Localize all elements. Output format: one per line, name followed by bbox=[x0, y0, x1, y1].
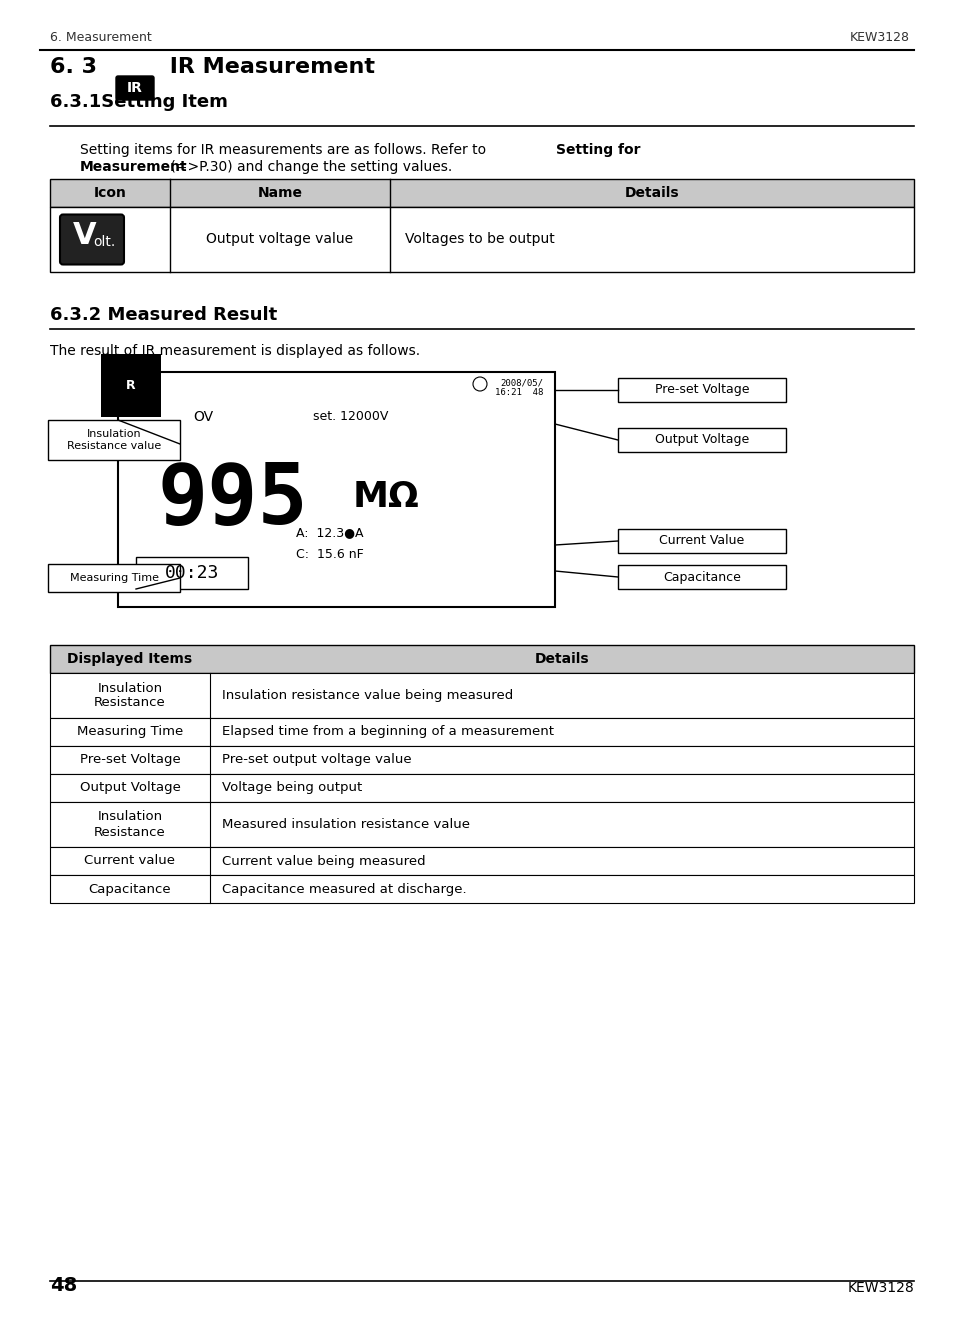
Text: 6. 3: 6. 3 bbox=[50, 58, 97, 78]
Text: Capacitance: Capacitance bbox=[89, 882, 172, 896]
Bar bbox=[618, 529, 785, 553]
Text: Measured insulation resistance value: Measured insulation resistance value bbox=[222, 818, 470, 832]
Bar bbox=[50, 674, 913, 718]
Bar bbox=[118, 372, 555, 607]
Text: V: V bbox=[73, 221, 96, 250]
Text: Insulation
Resistance value: Insulation Resistance value bbox=[67, 430, 161, 451]
Text: C:  15.6 nF: C: 15.6 nF bbox=[295, 548, 363, 561]
Text: olt.: olt. bbox=[92, 236, 115, 249]
Text: Measuring Time: Measuring Time bbox=[70, 573, 158, 582]
Text: 2008/05/
16:21  48: 2008/05/ 16:21 48 bbox=[494, 378, 542, 398]
Text: 6. Measurement: 6. Measurement bbox=[50, 31, 152, 44]
Text: The result of IR measurement is displayed as follows.: The result of IR measurement is displaye… bbox=[50, 344, 419, 358]
Text: R: R bbox=[126, 379, 135, 392]
Bar bbox=[50, 746, 913, 774]
Text: Voltage being output: Voltage being output bbox=[222, 782, 362, 794]
Text: Voltages to be output: Voltages to be output bbox=[405, 233, 554, 246]
Bar bbox=[50, 774, 913, 802]
Text: Current value being measured: Current value being measured bbox=[222, 854, 425, 868]
Text: Displayed Items: Displayed Items bbox=[68, 652, 193, 665]
Bar bbox=[50, 802, 913, 848]
Bar bbox=[48, 420, 180, 461]
Text: 6.3.1Setting Item: 6.3.1Setting Item bbox=[50, 92, 228, 111]
Text: Name: Name bbox=[257, 186, 302, 200]
Bar bbox=[50, 645, 913, 674]
Text: Icon: Icon bbox=[93, 186, 127, 200]
Text: Details: Details bbox=[534, 652, 589, 665]
Text: Setting items for IR measurements are as follows. Refer to: Setting items for IR measurements are as… bbox=[80, 143, 490, 157]
Bar bbox=[618, 378, 785, 402]
Text: Capacitance: Capacitance bbox=[662, 570, 740, 584]
Text: Measuring Time: Measuring Time bbox=[77, 726, 183, 739]
Text: 995: 995 bbox=[158, 461, 309, 541]
Bar bbox=[50, 874, 913, 902]
Text: Insulation
Resistance: Insulation Resistance bbox=[94, 810, 166, 838]
Text: KEW3128: KEW3128 bbox=[849, 31, 909, 44]
FancyBboxPatch shape bbox=[116, 76, 153, 100]
Text: 48: 48 bbox=[50, 1276, 77, 1295]
Text: Capacitance measured at discharge.: Capacitance measured at discharge. bbox=[222, 882, 466, 896]
Text: Output voltage value: Output voltage value bbox=[206, 233, 354, 246]
Text: Current value: Current value bbox=[85, 854, 175, 868]
Text: IR Measurement: IR Measurement bbox=[162, 58, 375, 78]
Text: Details: Details bbox=[624, 186, 679, 200]
Text: (=>P.30) and change the setting values.: (=>P.30) and change the setting values. bbox=[166, 159, 452, 174]
Text: 00:23: 00:23 bbox=[165, 564, 219, 582]
Bar bbox=[50, 179, 913, 208]
Text: Output Voltage: Output Voltage bbox=[79, 782, 180, 794]
Text: Pre-set output voltage value: Pre-set output voltage value bbox=[222, 754, 411, 766]
Bar bbox=[48, 564, 180, 592]
Text: Insulation resistance value being measured: Insulation resistance value being measur… bbox=[222, 690, 513, 702]
Circle shape bbox=[473, 378, 486, 391]
Bar bbox=[136, 557, 248, 589]
Text: KEW3128: KEW3128 bbox=[846, 1281, 913, 1295]
Bar bbox=[618, 565, 785, 589]
Bar bbox=[50, 208, 913, 272]
Text: set. 12000V: set. 12000V bbox=[313, 410, 388, 423]
Text: IR: IR bbox=[127, 80, 143, 95]
Text: Output Voltage: Output Voltage bbox=[654, 434, 748, 446]
Text: Pre-set Voltage: Pre-set Voltage bbox=[79, 754, 180, 766]
Text: Measurement: Measurement bbox=[80, 159, 188, 174]
Text: Pre-set Voltage: Pre-set Voltage bbox=[654, 383, 748, 396]
Text: Elapsed time from a beginning of a measurement: Elapsed time from a beginning of a measu… bbox=[222, 726, 554, 739]
Text: Current Value: Current Value bbox=[659, 534, 744, 548]
Bar bbox=[50, 848, 913, 874]
Bar bbox=[618, 428, 785, 453]
Text: OV: OV bbox=[193, 410, 213, 424]
Text: A:  12.3●A: A: 12.3●A bbox=[295, 526, 363, 540]
Bar bbox=[50, 718, 913, 746]
Text: Insulation
Resistance: Insulation Resistance bbox=[94, 682, 166, 710]
Text: MΩ: MΩ bbox=[353, 479, 419, 514]
Text: 6.3.2 Measured Result: 6.3.2 Measured Result bbox=[50, 307, 277, 324]
FancyBboxPatch shape bbox=[60, 214, 124, 265]
Text: Setting for: Setting for bbox=[556, 143, 639, 157]
